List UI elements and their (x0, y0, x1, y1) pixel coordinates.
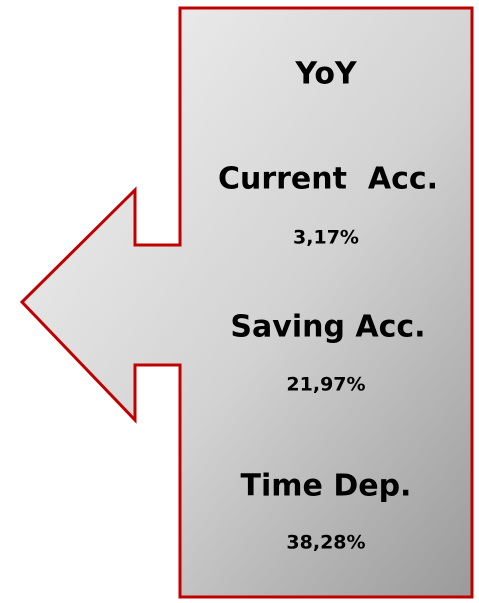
title: YoY (294, 57, 358, 92)
item-label: Time Dep. (241, 469, 412, 504)
item-value: 3,17% (293, 227, 359, 249)
item-label: Saving Acc. (230, 310, 425, 345)
item-value: 38,28% (286, 532, 365, 554)
item-value: 21,97% (286, 374, 365, 396)
arrow-callout (19, 6, 474, 599)
item-label: Current Acc. (218, 162, 438, 197)
